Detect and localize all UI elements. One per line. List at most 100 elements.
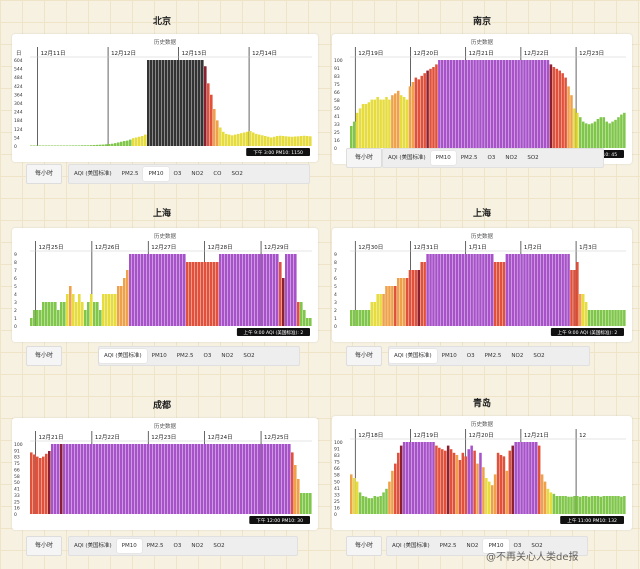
bar [414,270,418,326]
bar [87,145,90,146]
bar [526,442,529,514]
tab-no2[interactable]: NO2 [505,155,518,161]
date-label: 12月20日 [469,432,494,439]
tab-no2[interactable]: NO2 [466,543,479,549]
hourly-button[interactable]: 每小时 [346,148,382,168]
tab-pm25[interactable]: PM2.5 [176,353,194,359]
city-title: 上海 [472,209,491,219]
bar [534,254,538,326]
y-tick-label: 424 [14,84,23,90]
bar [147,60,150,146]
tab-pm10[interactable]: PM10 [430,151,456,165]
tab-so2[interactable]: SO2 [531,543,543,549]
bar [108,144,111,146]
tab-pm25[interactable]: PM2.5 [121,171,139,177]
tab-pm10[interactable]: PM10 [151,353,167,359]
bar [222,131,225,146]
tab-pm10[interactable]: PM10 [441,353,457,359]
date-label: 12月21日 [469,50,494,57]
tab-o3[interactable]: O3 [466,353,475,359]
bar [75,302,78,326]
tab-no2[interactable]: NO2 [191,171,204,177]
bar [237,254,240,326]
bar [605,310,608,326]
bar [364,496,368,514]
bar [584,302,588,326]
tab-pm25[interactable]: PM2.5 [146,543,164,549]
y-tick-label: 364 [14,92,23,98]
tab-o3[interactable]: O3 [173,543,182,549]
tab-so2[interactable]: SO2 [533,353,545,359]
tab-o3[interactable]: O3 [513,543,522,549]
bar [479,452,482,514]
bar [180,60,183,146]
tab-pm10[interactable]: PM10 [143,167,169,181]
tab-pm25[interactable]: PM2.5 [484,353,502,359]
hourly-button[interactable]: 每小时 [26,536,62,556]
tab-aqi[interactable]: AQI (美国标准) [388,155,426,161]
tab-no2[interactable]: NO2 [511,353,524,359]
date-label: 1月1日 [469,244,487,251]
bar [517,442,520,514]
bar [596,496,600,514]
bar [402,442,406,514]
bar [452,452,456,514]
bar [243,254,246,326]
tab-co[interactable]: CO [213,171,222,177]
tab-aqi[interactable]: AQI (美国标准) [74,171,112,177]
bar [39,310,42,326]
bar [449,449,453,514]
tab-aqi[interactable]: AQI (美国标准) [392,543,430,549]
hourly-button[interactable]: 每小时 [26,164,62,184]
bar [204,444,207,514]
tab-no2[interactable]: NO2 [191,543,204,549]
bar [144,444,147,514]
date-label: 12 [579,433,586,439]
y-tick-label: 124 [14,127,23,133]
hourly-button[interactable]: 每小时 [26,346,62,366]
bar [294,254,297,326]
bar [279,135,282,146]
bar [81,302,84,326]
tab-so2[interactable]: SO2 [231,171,243,177]
y-tick-label: 0 [334,324,337,330]
bar [576,262,579,326]
bar [402,96,406,148]
bar [388,99,391,148]
tab-o3[interactable]: O3 [487,155,496,161]
tab-pm10[interactable]: PM10 [116,539,142,553]
bar [408,86,412,148]
bar [228,134,231,146]
tab-so2[interactable]: SO2 [213,543,225,549]
bar [573,108,576,148]
bar [576,112,579,148]
bar [84,145,87,146]
y-tick-label: 7 [14,268,17,274]
tab-pm10[interactable]: PM10 [483,539,509,553]
bar [171,60,174,146]
bar [63,302,66,326]
tab-so2[interactable]: SO2 [243,353,255,359]
date-label: 1月3日 [579,244,597,251]
tab-aqi[interactable]: AQI (美国标准) [74,543,112,549]
tab-no2[interactable]: NO2 [221,353,234,359]
hourly-button[interactable]: 每小时 [346,346,382,366]
card-title: 历史数据 [471,232,494,240]
hourly-button[interactable]: 每小时 [346,536,382,556]
tab-pm25[interactable]: PM2.5 [439,543,457,549]
bar [482,60,485,148]
tab-pm25[interactable]: PM2.5 [460,155,478,161]
tooltip-box [560,516,624,524]
tab-o3[interactable]: O3 [203,353,212,359]
bar [246,444,249,514]
date-label: 12月19日 [358,50,383,57]
tab-so2[interactable]: SO2 [527,155,539,161]
bar [552,254,556,326]
tab-o3[interactable]: O3 [173,171,182,177]
bar [476,463,479,514]
tab-aqi[interactable]: AQI (美国标准) [389,349,437,363]
bar [593,496,597,514]
bar [60,302,63,326]
bar [394,463,397,514]
tab-aqi[interactable]: AQI (美国标准) [99,349,147,363]
